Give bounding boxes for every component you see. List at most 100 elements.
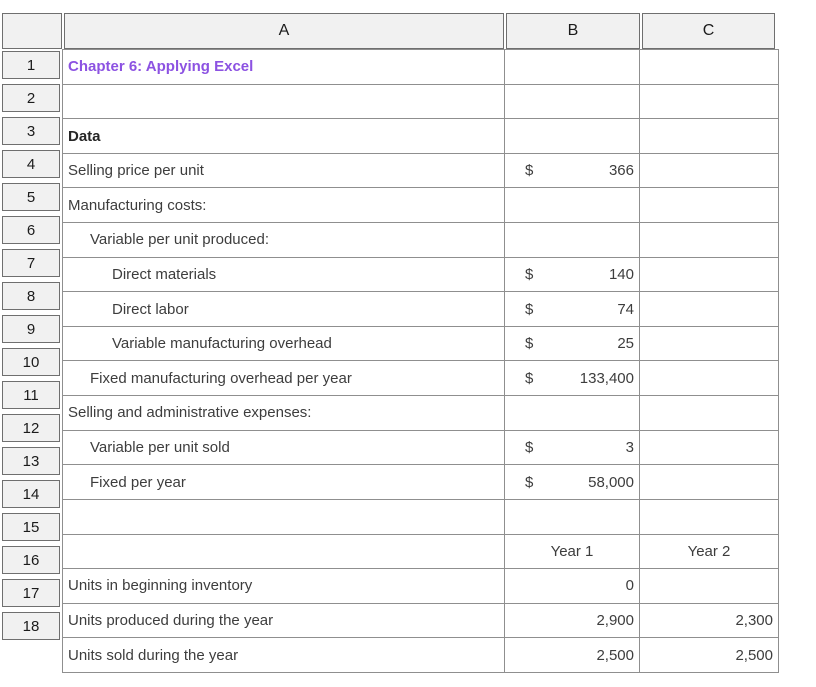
sheet-row-6: Variable per unit produced: xyxy=(63,223,778,258)
cell-C9[interactable] xyxy=(640,327,778,361)
sheet-row-7: Direct materials $140 xyxy=(63,257,778,293)
sheet-row-18: Units sold during the year 2,500 2,500 xyxy=(63,638,778,672)
column-header-a[interactable]: A xyxy=(64,13,504,49)
row-header-8[interactable]: 8 xyxy=(2,282,60,310)
cell-A5[interactable]: Manufacturing costs: xyxy=(63,188,505,223)
cell-A3[interactable]: Data xyxy=(63,119,505,153)
row-header-4[interactable]: 4 xyxy=(2,150,60,178)
cell-A6[interactable]: Variable per unit produced: xyxy=(63,223,505,257)
sheet-row-10: Fixed manufacturing overhead per year $13… xyxy=(63,361,778,397)
cell-C11[interactable] xyxy=(640,396,778,430)
cell-A8[interactable]: Direct labor xyxy=(63,292,505,326)
cell-label: Year 1 xyxy=(550,542,594,560)
cell-value: 140 xyxy=(608,265,634,283)
select-all-corner[interactable] xyxy=(2,13,62,49)
cell-C1[interactable] xyxy=(640,50,778,84)
row-header-16[interactable]: 16 xyxy=(2,546,60,574)
sheet-row-17: Units produced during the year 2,900 2,300 xyxy=(63,603,778,639)
cell-A14[interactable] xyxy=(63,499,505,534)
sheet-row-4: Selling price per unit $366 xyxy=(63,153,778,189)
cell-B5[interactable] xyxy=(505,188,640,223)
cell-B3[interactable] xyxy=(505,119,640,153)
cell-A11[interactable]: Selling and administrative expenses: xyxy=(63,396,505,430)
sheet-row-11: Selling and administrative expenses: xyxy=(63,396,778,431)
cell-C4[interactable] xyxy=(640,154,778,188)
cell-A7[interactable]: Direct materials xyxy=(63,257,505,292)
cell-B7[interactable]: $140 xyxy=(505,257,640,292)
row-header-11[interactable]: 11 xyxy=(2,381,60,409)
currency-symbol: $ xyxy=(525,265,534,283)
cell-A4[interactable]: Selling price per unit xyxy=(63,153,505,188)
row-header-12[interactable]: 12 xyxy=(2,414,60,442)
row-header-column: 1 2 3 4 5 6 7 8 9 10 11 12 13 14 15 16 17 18 xyxy=(2,51,60,640)
cell-C6[interactable] xyxy=(640,223,778,257)
cell-B9[interactable]: $25 xyxy=(505,326,640,361)
cell-C7[interactable] xyxy=(640,258,778,292)
row-header-15[interactable]: 15 xyxy=(2,513,60,541)
cell-value: 0 xyxy=(625,577,634,595)
cell-C17[interactable]: 2,300 xyxy=(640,604,778,638)
cell-C14[interactable] xyxy=(640,500,778,534)
cell-A12[interactable]: Variable per unit sold xyxy=(63,430,505,465)
cell-A2[interactable] xyxy=(63,84,505,119)
sheet-row-14 xyxy=(63,499,778,535)
cell-B18[interactable]: 2,500 xyxy=(505,638,640,672)
cell-A1[interactable]: Chapter 6: Applying Excel xyxy=(63,50,505,84)
currency-symbol: $ xyxy=(525,335,534,353)
sheet-row-3: Data xyxy=(63,119,778,154)
cell-A16[interactable]: Units in beginning inventory xyxy=(63,569,505,603)
cell-B15[interactable]: Year 1 xyxy=(505,534,640,569)
cell-B16[interactable]: 0 xyxy=(505,569,640,603)
row-header-13[interactable]: 13 xyxy=(2,447,60,475)
row-header-9[interactable]: 9 xyxy=(2,315,60,343)
cell-C16[interactable] xyxy=(640,569,778,603)
column-header-b[interactable]: B xyxy=(506,13,640,49)
cell-value: 2,500 xyxy=(596,646,634,664)
cell-B10[interactable]: $133,400 xyxy=(505,361,640,396)
cell-B12[interactable]: $3 xyxy=(505,430,640,465)
cell-C13[interactable] xyxy=(640,465,778,499)
row-header-2[interactable]: 2 xyxy=(2,84,60,112)
row-header-3[interactable]: 3 xyxy=(2,117,60,145)
cell-B11[interactable] xyxy=(505,396,640,430)
cell-label: Year 2 xyxy=(687,542,731,560)
sheet-row-2 xyxy=(63,84,778,120)
cell-A18[interactable]: Units sold during the year xyxy=(63,638,505,672)
cell-A17[interactable]: Units produced during the year xyxy=(63,603,505,638)
row-header-7[interactable]: 7 xyxy=(2,249,60,277)
cell-B8[interactable]: $74 xyxy=(505,292,640,326)
row-header-17[interactable]: 17 xyxy=(2,579,60,607)
cell-A13[interactable]: Fixed per year xyxy=(63,465,505,499)
cell-C8[interactable] xyxy=(640,292,778,326)
cell-value: 133,400 xyxy=(579,369,634,387)
row-header-1[interactable]: 1 xyxy=(2,51,60,79)
cell-A9[interactable]: Variable manufacturing overhead xyxy=(63,326,505,361)
cell-C12[interactable] xyxy=(640,431,778,465)
cell-C18[interactable]: 2,500 xyxy=(640,638,778,672)
cell-B13[interactable]: $58,000 xyxy=(505,465,640,499)
column-header-row: A B C xyxy=(2,13,775,49)
row-header-14[interactable]: 14 xyxy=(2,480,60,508)
cell-C15[interactable]: Year 2 xyxy=(640,535,778,569)
cell-B4[interactable]: $366 xyxy=(505,153,640,188)
cell-A10[interactable]: Fixed manufacturing overhead per year xyxy=(63,361,505,396)
row-header-18[interactable]: 18 xyxy=(2,612,60,640)
cell-B17[interactable]: 2,900 xyxy=(505,603,640,638)
column-header-c[interactable]: C xyxy=(642,13,775,49)
cell-C10[interactable] xyxy=(640,361,778,395)
cell-A15[interactable] xyxy=(63,534,505,569)
row-header-10[interactable]: 10 xyxy=(2,348,60,376)
cell-B6[interactable] xyxy=(505,223,640,257)
sheet-row-8: Direct labor $74 xyxy=(63,292,778,327)
cell-C3[interactable] xyxy=(640,119,778,153)
cell-B1[interactable] xyxy=(505,50,640,84)
cell-C5[interactable] xyxy=(640,188,778,222)
cell-value: 366 xyxy=(608,162,634,180)
cell-C2[interactable] xyxy=(640,85,778,119)
cell-B14[interactable] xyxy=(505,499,640,534)
sheet-row-15: Year 1 Year 2 xyxy=(63,534,778,570)
cell-B2[interactable] xyxy=(505,84,640,119)
row-header-6[interactable]: 6 xyxy=(2,216,60,244)
row-header-5[interactable]: 5 xyxy=(2,183,60,211)
